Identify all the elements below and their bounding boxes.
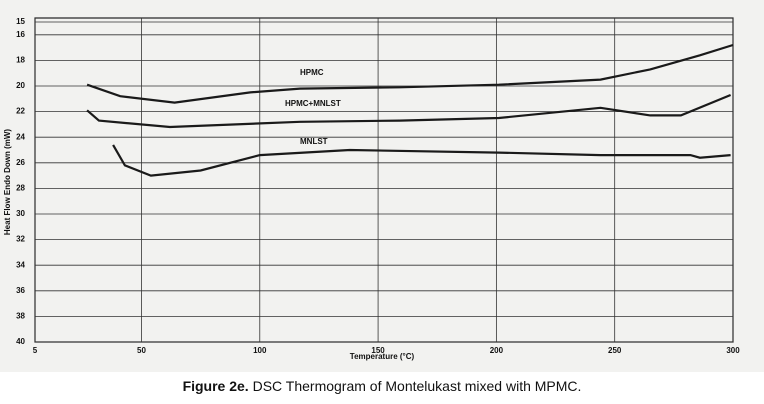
y-tick-label: 26 — [16, 158, 25, 167]
x-tick-label: 250 — [608, 346, 622, 355]
y-axis-label: Heat Flow Endo Down (mW) — [3, 129, 12, 236]
y-tick-label: 18 — [16, 56, 25, 65]
series-line — [86, 43, 734, 104]
x-tick-label: 100 — [253, 346, 267, 355]
y-tick-label: 34 — [16, 260, 25, 269]
y-tick-label: 28 — [16, 184, 25, 193]
caption: Figure 2e. DSC Thermogram of Montelukast… — [183, 378, 582, 394]
caption-text: DSC Thermogram of Montelukast mixed with… — [253, 378, 582, 394]
y-tick-label: 32 — [16, 235, 25, 244]
x-tick-label: 200 — [490, 346, 504, 355]
scan-background — [0, 0, 764, 372]
x-tick-label: 300 — [726, 346, 740, 355]
y-tick-label: 15 — [16, 17, 25, 26]
y-tick-label: 40 — [16, 337, 25, 346]
series-label: HPMC+MNLST — [285, 99, 341, 108]
x-tick-label: 5 — [33, 346, 38, 355]
series-label: HPMC — [300, 68, 324, 77]
y-tick-label: 36 — [16, 286, 25, 295]
y-tick-label: 20 — [16, 81, 25, 90]
y-tick-label: 38 — [16, 312, 25, 321]
y-tick-label: 16 — [16, 30, 25, 39]
series-label: MNLST — [300, 137, 328, 146]
series-line — [112, 144, 731, 177]
x-tick-label: 50 — [137, 346, 146, 355]
y-tick-label: 30 — [16, 209, 25, 218]
y-tick-label: 24 — [16, 132, 25, 141]
x-tick-label: 150 — [371, 346, 385, 355]
y-tick-label: 22 — [16, 107, 25, 116]
x-axis-label: Temperature (°C) — [350, 352, 415, 361]
caption-label: Figure 2e. — [183, 378, 249, 394]
series-line — [86, 93, 732, 129]
